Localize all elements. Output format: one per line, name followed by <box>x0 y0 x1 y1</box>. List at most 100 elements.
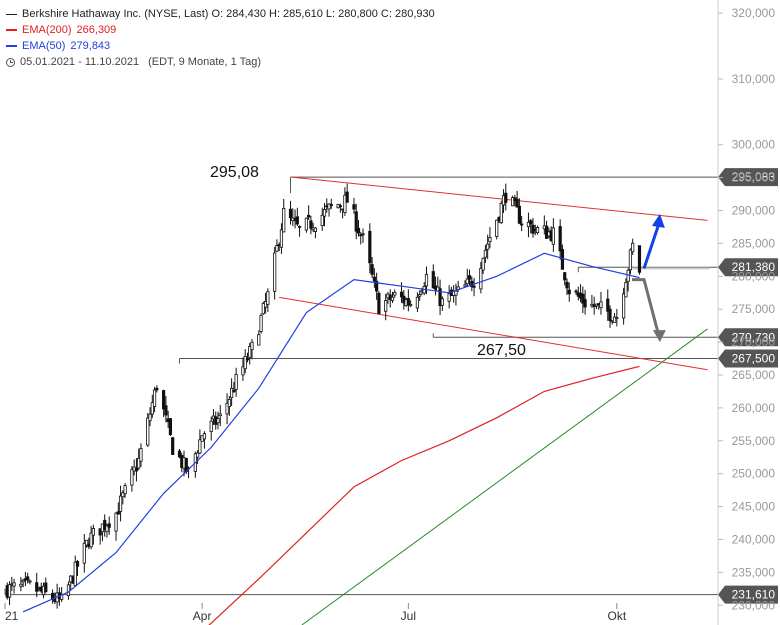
candle-body <box>384 299 388 312</box>
candle-body <box>375 280 379 292</box>
clock-icon <box>6 57 15 67</box>
price-tag-label: 270,730 <box>732 330 776 344</box>
candle-body <box>82 542 86 564</box>
candle-body <box>103 519 107 530</box>
y-tick-label: 285,000 <box>732 236 776 250</box>
candle-body <box>626 269 630 282</box>
candle-body <box>84 539 89 546</box>
candle-body <box>343 194 347 213</box>
y-tick-label: 265,000 <box>732 368 776 382</box>
candle-body <box>320 214 324 226</box>
y-tick-label: 310,000 <box>732 72 776 86</box>
candle-body <box>406 298 410 305</box>
candle-body <box>354 211 358 232</box>
candle-body <box>114 512 118 532</box>
candle-body <box>148 413 152 422</box>
up-arrow-shaft <box>642 223 661 269</box>
candle-body <box>202 433 207 440</box>
ema200-legend[interactable]: EMA(200) 266,309 <box>6 22 435 38</box>
down-arrow-shaft <box>632 278 660 333</box>
ema50-legend[interactable]: EMA(50) 279,843 <box>6 38 435 54</box>
ema50-value: 279,843 <box>70 40 111 52</box>
ema200-label: EMA(200) <box>22 24 72 36</box>
y-axis: 230,000 235,000 240,000 245,000 250,000 255,0… <box>717 0 776 625</box>
date-range: 05.01.2021 - 11.10.2021 <box>20 56 140 68</box>
candle-body <box>399 291 404 298</box>
candle-body <box>7 584 12 598</box>
channel-upper-line <box>290 176 708 221</box>
y-tick-label: 235,000 <box>732 565 776 579</box>
candle-body <box>209 420 213 432</box>
candle-body <box>75 561 80 567</box>
candle-body <box>361 233 365 236</box>
candle-body <box>390 296 395 301</box>
candle-body <box>248 346 252 358</box>
candle-swatch <box>6 13 17 15</box>
candle-body <box>227 399 231 408</box>
y-tick-label: 270,000 <box>732 335 776 349</box>
candle-body <box>637 245 642 273</box>
channel-lower-line <box>279 296 708 371</box>
candle-body <box>558 226 562 252</box>
x-tick-label: Jul <box>401 609 416 623</box>
candle-body <box>130 469 134 486</box>
candle-body <box>150 402 154 415</box>
candle-body <box>488 237 492 242</box>
candle-body <box>21 579 25 583</box>
candle-body <box>198 439 202 454</box>
long-trend-line <box>301 328 708 625</box>
candle-body <box>107 523 111 528</box>
candle-body <box>118 495 123 512</box>
y-tick-label: 295,000 <box>732 171 776 185</box>
y-tick-label: 300,000 <box>732 138 776 152</box>
down-arrow-head <box>652 330 666 343</box>
candle-body <box>12 582 16 587</box>
candle-body <box>368 230 372 264</box>
y-tick-label: 320,000 <box>732 6 776 20</box>
ema50-label: EMA(50) <box>22 40 66 52</box>
candle-body <box>279 229 284 248</box>
candle-body <box>89 532 93 548</box>
y-tick-label: 255,000 <box>732 434 776 448</box>
price-tag <box>718 168 778 187</box>
y-tick-label: 245,000 <box>732 500 776 514</box>
candle-body <box>438 288 442 307</box>
chart-legend: Berkshire Hathaway Inc. (NYSE, Last) O: … <box>6 6 435 70</box>
candle-body <box>515 198 519 208</box>
candle-body <box>356 227 361 234</box>
y-tick-label: 230,000 <box>732 598 776 612</box>
y-tick-label: 280,000 <box>732 269 776 283</box>
candle-body <box>241 366 245 376</box>
candle-body <box>177 450 182 458</box>
x-tick-label: Apr <box>193 609 212 623</box>
candle-body <box>250 341 254 350</box>
candle-body <box>139 448 143 462</box>
y-tick-label: 240,000 <box>732 532 776 546</box>
candle-body <box>440 298 444 306</box>
candle-body <box>162 390 166 410</box>
price-tag <box>718 349 778 368</box>
candle-body <box>218 413 222 417</box>
candle-body <box>467 275 472 280</box>
candles <box>5 183 642 609</box>
x-tick-label: 21 <box>5 609 19 623</box>
candle-body <box>309 220 313 229</box>
ema200-swatch <box>6 29 17 31</box>
candle-body <box>486 243 490 250</box>
candle-body <box>465 278 469 285</box>
candle-body <box>307 214 311 218</box>
candle-body <box>615 317 619 319</box>
candle-body <box>483 249 487 258</box>
candle-body <box>257 334 261 346</box>
y-tick-label: 260,000 <box>732 401 776 415</box>
candle-body <box>164 405 168 416</box>
candle-body <box>146 417 150 446</box>
candle-body <box>520 223 524 226</box>
candle-body <box>338 205 342 208</box>
candle-body <box>304 217 308 231</box>
x-tick-label: Okt <box>607 609 626 623</box>
candle-body <box>105 525 109 533</box>
candle-body <box>551 227 555 245</box>
candle-body <box>495 219 499 237</box>
candle-body <box>510 197 515 207</box>
